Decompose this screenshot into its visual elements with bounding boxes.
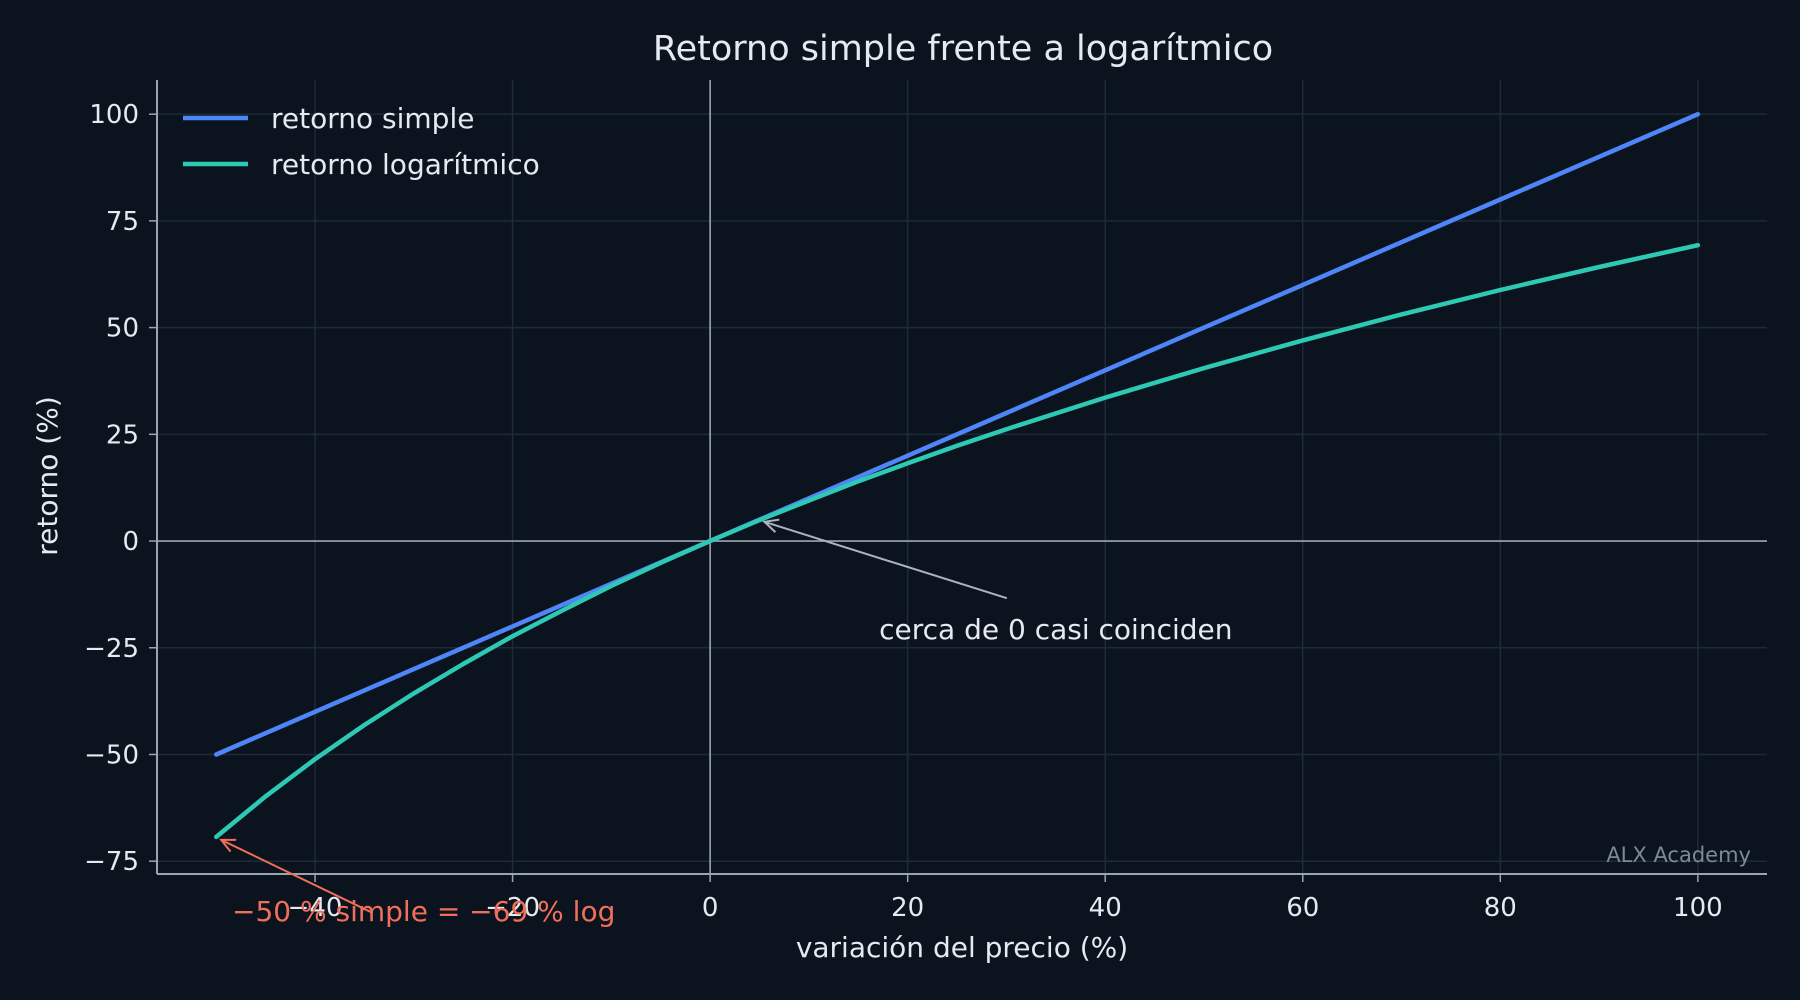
series-line-1 xyxy=(214,111,1701,757)
y-axis-label: retorno (%) xyxy=(31,396,64,555)
annotation-text-2: −50 % simple = −69 % log xyxy=(232,895,615,928)
legend-label-1: retorno simple xyxy=(271,102,474,135)
x-tick-label: −40 xyxy=(288,893,343,923)
annotation-text-1: cerca de 0 casi coinciden xyxy=(879,613,1232,646)
x-tick-label: 40 xyxy=(1089,893,1122,923)
x-tick-label: 60 xyxy=(1286,893,1319,923)
y-tick-label: 0 xyxy=(122,527,139,557)
annotation-arrow-head-2 xyxy=(219,838,237,853)
annotation-arrow-line-2 xyxy=(220,838,374,914)
legend: retorno simple retorno logarítmico xyxy=(183,102,540,181)
legend-label-2: retorno logarítmico xyxy=(271,148,540,181)
series-line-2 xyxy=(214,242,1701,840)
x-axis-label: variación del precio (%) xyxy=(796,931,1128,964)
annotation-arrow-head-1 xyxy=(762,518,780,533)
x-tick-label: 0 xyxy=(702,893,719,923)
ticks: −40 −20 0 20 40 60 80 100 −75 −50 −25 0 25 50 75 100 xyxy=(84,100,1723,923)
y-tick-label: 25 xyxy=(106,420,139,450)
y-tick-label: 75 xyxy=(106,207,139,237)
y-tick-label: −25 xyxy=(84,634,139,664)
y-tick-label: −75 xyxy=(84,847,139,877)
annotations: cerca de 0 casi coinciden −50 % simple = … xyxy=(219,518,1233,928)
x-tick-label: 20 xyxy=(891,893,924,923)
y-tick-label: −50 xyxy=(84,740,139,770)
y-tick-label: 100 xyxy=(89,100,139,130)
annotation-arrow-line-1 xyxy=(764,520,1008,600)
watermark: ALX Academy xyxy=(1606,843,1751,867)
x-tick-label: −20 xyxy=(485,893,540,923)
chart-title: Retorno simple frente a logarítmico xyxy=(653,29,1273,69)
x-tick-label: 80 xyxy=(1484,893,1517,923)
x-tick-label: 100 xyxy=(1673,893,1723,923)
series-lines xyxy=(214,111,1701,840)
zero-lines xyxy=(157,80,1767,874)
axes xyxy=(156,80,1767,875)
y-tick-label: 50 xyxy=(106,314,139,344)
